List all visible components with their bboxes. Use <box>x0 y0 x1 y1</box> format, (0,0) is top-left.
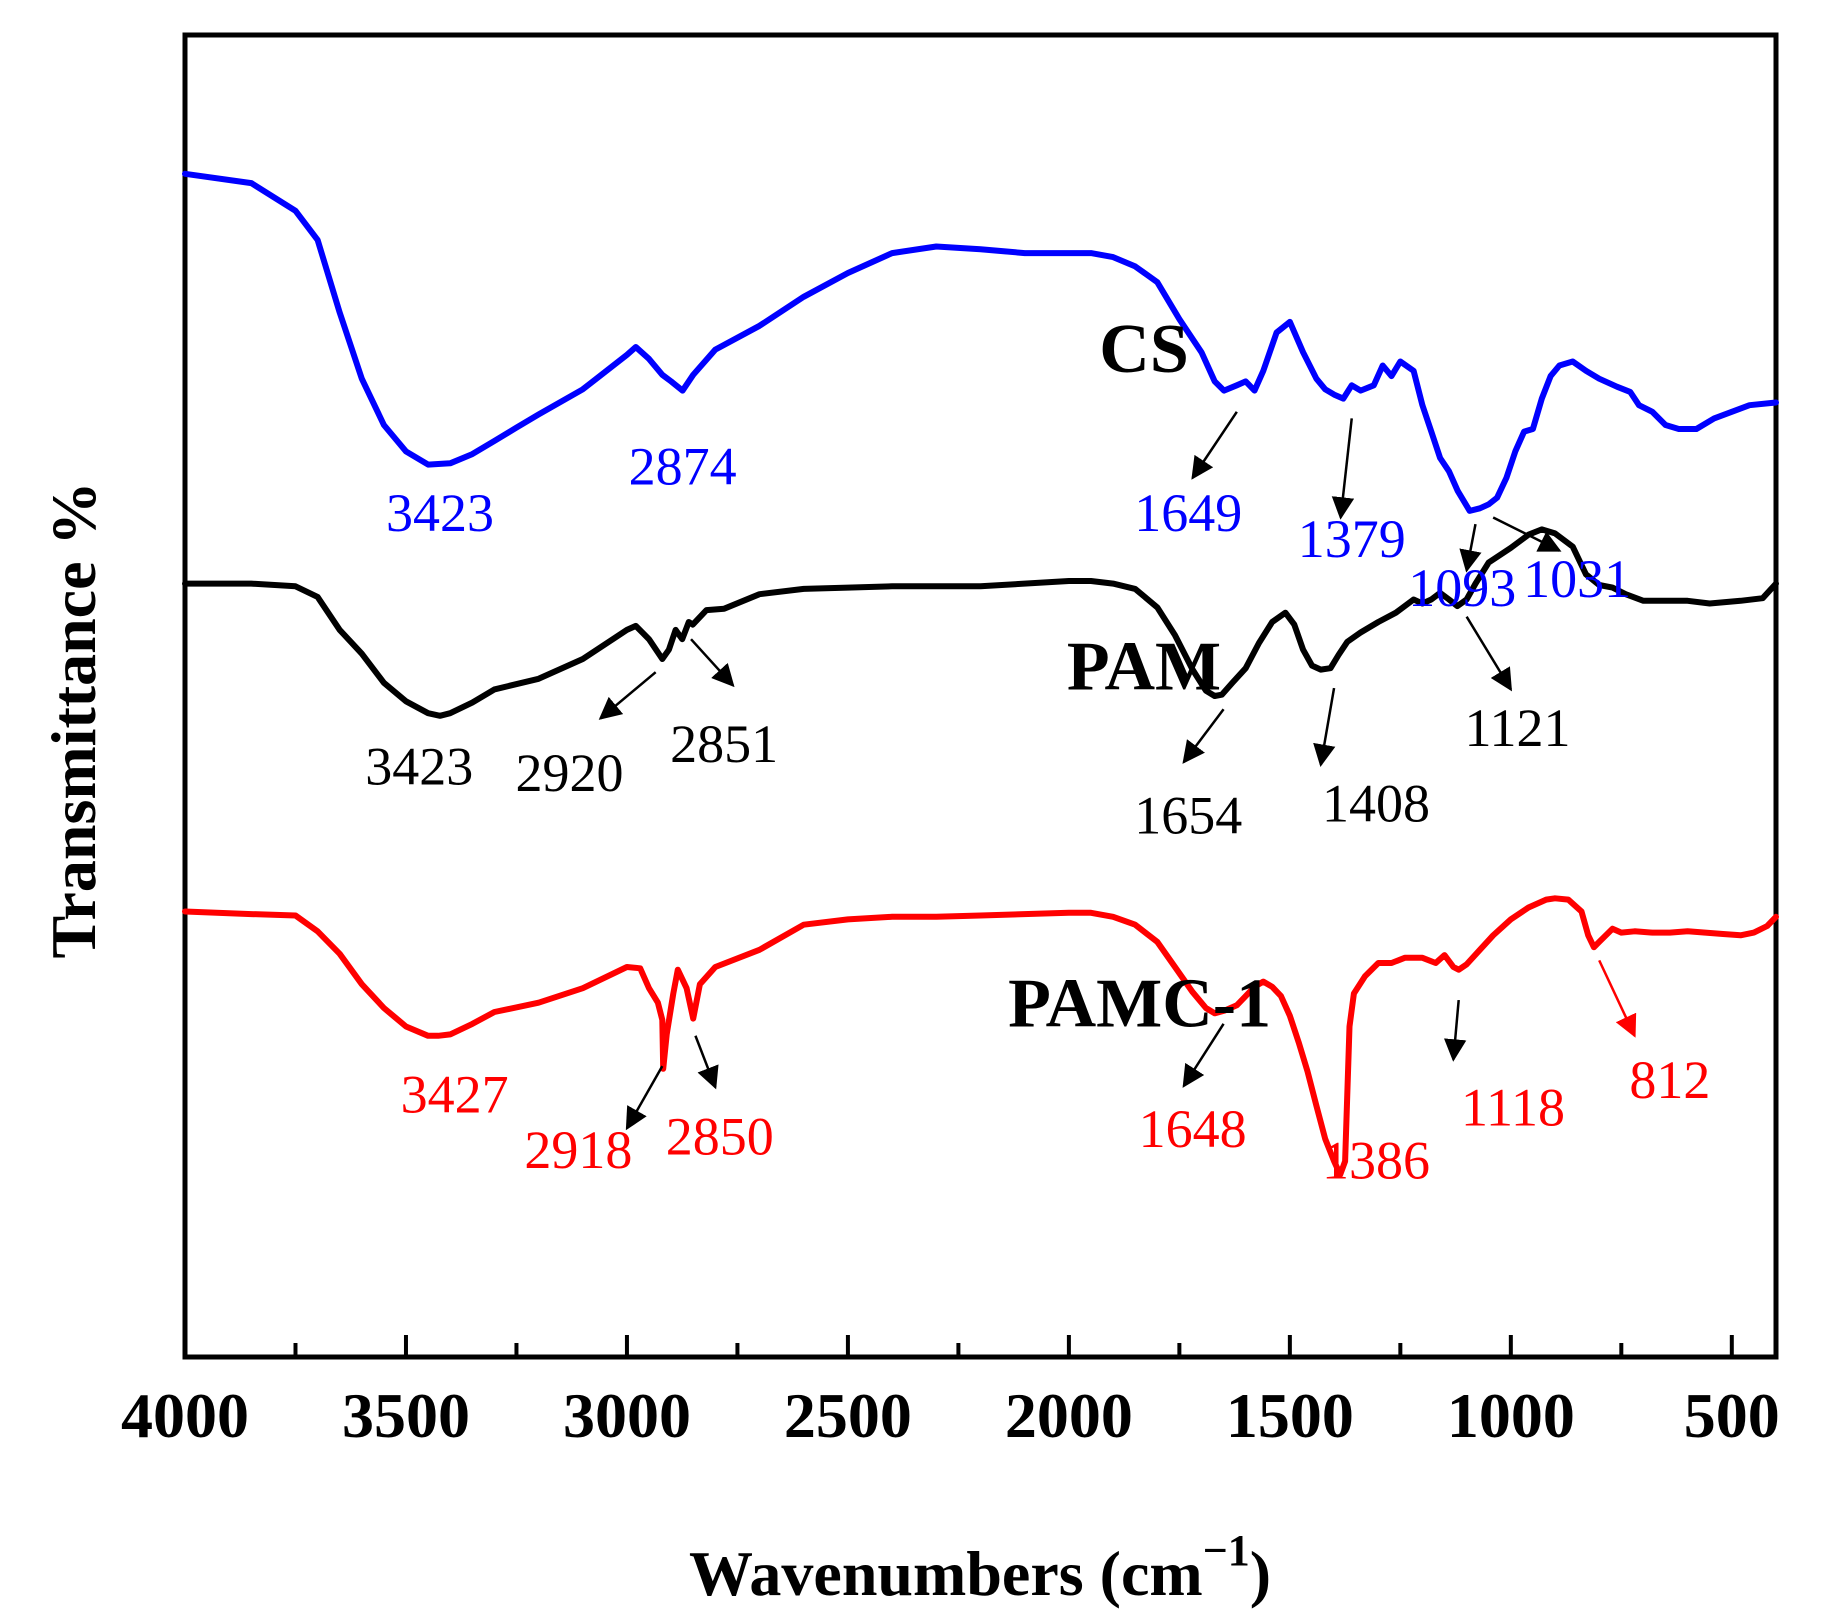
peak-arrow-pam-2851 <box>690 638 735 688</box>
series-label-pam: PAM <box>1067 628 1221 705</box>
peak-arrow-pamc-1-2850 <box>694 1035 719 1090</box>
x-tick-label-3000: 3000 <box>563 1380 691 1451</box>
peak-label-pamc-1-1648: 1648 <box>1139 1099 1247 1159</box>
peak-arrow-pam-1121 <box>1465 616 1513 692</box>
peak-arrow-cs-1031 <box>1492 516 1562 552</box>
peak-arrow-pam-2920 <box>598 671 657 720</box>
series-label-cs: CS <box>1099 311 1188 388</box>
series-label-pamc-1: PAMC-1 <box>1008 966 1271 1043</box>
peak-arrow-pamc-1-812 <box>1598 959 1637 1038</box>
peak-label-cs-3423: 3423 <box>386 483 494 543</box>
x-tick-label-2500: 2500 <box>784 1380 912 1451</box>
x-tick-label-2000: 2000 <box>1005 1380 1133 1451</box>
peak-label-pamc-1-2850: 2850 <box>666 1107 774 1167</box>
peak-label-pamc-1-3427: 3427 <box>401 1064 509 1124</box>
peak-label-pam-1121: 1121 <box>1464 698 1570 758</box>
x-axis-ticks: 4000 3500 3000 2500 2000 1500 1000 500 <box>121 1335 1780 1451</box>
series-labels: CS PAM PAMC-1 <box>1008 311 1271 1042</box>
y-axis-title: Transmittance % <box>38 482 109 959</box>
x-tick-label-1500: 1500 <box>1226 1380 1354 1451</box>
peak-label-pamc-1-1118: 1118 <box>1461 1078 1565 1138</box>
peak-label-pam-3423: 3423 <box>365 737 473 797</box>
peak-label-pam-1654: 1654 <box>1134 785 1242 845</box>
x-tick-label-1000: 1000 <box>1447 1380 1575 1451</box>
peak-arrows <box>598 411 1637 1131</box>
peak-label-cs-1031: 1031 <box>1523 549 1631 609</box>
peak-label-pamc-1-812: 812 <box>1629 1050 1710 1110</box>
peak-label-cs-1093: 1093 <box>1408 558 1516 618</box>
peak-arrow-pamc-1-1118 <box>1443 999 1467 1062</box>
x-axis-title-close: ) <box>1250 1538 1271 1609</box>
peak-arrow-cs-1649 <box>1191 411 1238 480</box>
series-line-cs <box>182 170 1779 514</box>
series-line-pam <box>182 526 1779 719</box>
series-lines <box>182 170 1779 1178</box>
peak-label-pamc-1-2918: 2918 <box>524 1120 632 1180</box>
peak-label-cs-1379: 1379 <box>1298 509 1406 569</box>
series-line-pamc-1 <box>182 895 1779 1178</box>
peak-arrow-pam-1408 <box>1313 687 1336 767</box>
x-tick-label-3500: 3500 <box>342 1380 470 1451</box>
x-axis-title-main: Wavenumbers (cm <box>689 1538 1203 1609</box>
peak-arrow-pam-1654 <box>1182 708 1225 764</box>
peak-label-pam-1408: 1408 <box>1322 774 1430 834</box>
peak-label-pamc-1-1386: 1386 <box>1322 1131 1430 1191</box>
x-tick-label-4000: 4000 <box>121 1380 249 1451</box>
x-axis-title: Wavenumbers (cm−1) <box>689 1526 1271 1609</box>
peak-arrow-cs-1093 <box>1459 523 1482 573</box>
peak-label-pam-2851: 2851 <box>670 714 778 774</box>
peak-label-cs-2874: 2874 <box>629 436 737 496</box>
peak-label-cs-1649: 1649 <box>1134 483 1242 543</box>
plot-frame <box>182 32 1779 1360</box>
x-tick-label-500: 500 <box>1684 1380 1780 1451</box>
x-axis-title-sup: −1 <box>1203 1526 1250 1575</box>
peak-label-pam-2920: 2920 <box>515 743 623 803</box>
peak-arrow-pamc-1-2918 <box>625 1065 664 1131</box>
peak-arrow-cs-1379 <box>1331 418 1355 520</box>
peak-arrow-pamc-1-1648 <box>1182 1023 1225 1088</box>
